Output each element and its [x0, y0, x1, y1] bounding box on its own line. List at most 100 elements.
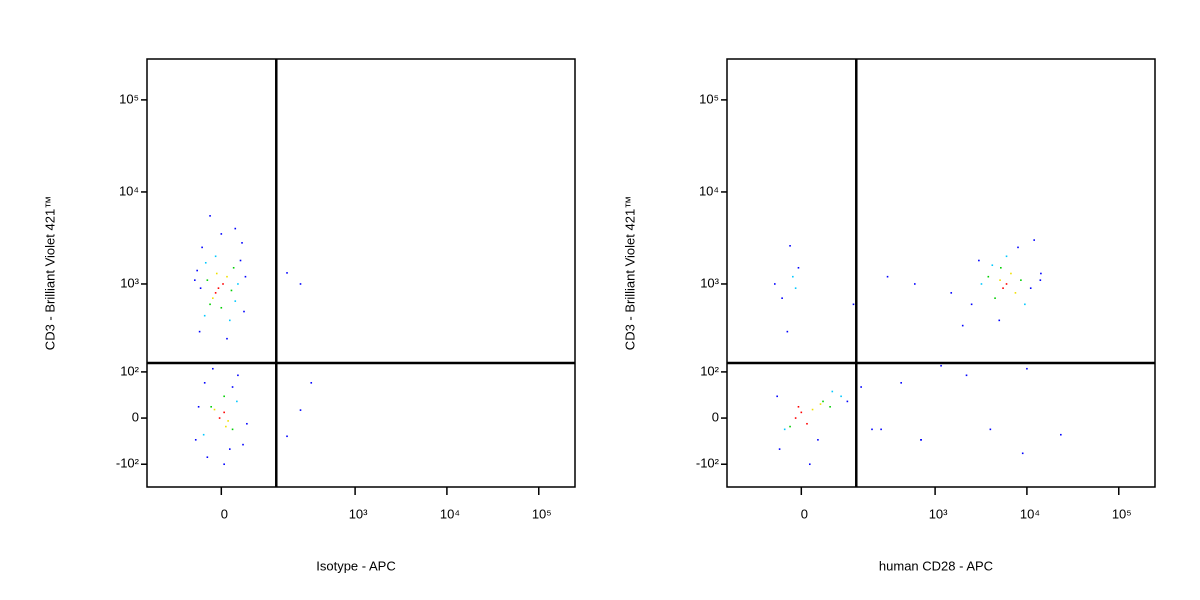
event-dot	[204, 261, 207, 264]
event-dot	[978, 259, 980, 262]
event-dot	[1002, 287, 1004, 289]
event-dot	[776, 395, 778, 398]
event-dot	[1000, 266, 1002, 269]
event-dot	[1005, 255, 1008, 258]
event-dot	[206, 279, 209, 281]
event-dot	[1040, 272, 1042, 275]
event-dot	[228, 319, 231, 322]
event-dot	[237, 283, 239, 285]
x-axis-label: human CD28 - APC	[879, 558, 993, 573]
y-axis-label: CD3 - Brilliant Violet 421™	[42, 196, 57, 350]
event-dot	[980, 283, 983, 285]
event-dot	[987, 275, 990, 278]
event-dot	[203, 382, 206, 384]
event-dot	[1060, 433, 1062, 436]
event-dot	[950, 292, 953, 294]
event-dot	[860, 386, 862, 388]
x-tick-label: 10⁵	[1112, 506, 1132, 521]
event-dot	[840, 395, 842, 398]
event-dot	[310, 382, 313, 384]
event-dot	[232, 266, 235, 269]
event-dot	[989, 428, 992, 431]
event-dot	[871, 428, 873, 431]
event-dot	[299, 409, 302, 411]
event-dot	[223, 411, 225, 414]
event-dot	[991, 264, 994, 267]
event-dot	[880, 428, 882, 431]
event-dot	[786, 330, 789, 333]
event-dot	[797, 405, 800, 408]
event-dot	[789, 425, 791, 428]
event-dot	[230, 289, 233, 292]
event-dot	[900, 382, 902, 384]
event-dot	[829, 405, 831, 408]
event-dot	[774, 283, 776, 285]
event-dot	[1033, 239, 1035, 241]
event-dot	[920, 439, 922, 441]
event-dot	[226, 337, 228, 340]
event-dot	[194, 279, 196, 281]
event-dot	[1024, 303, 1026, 306]
event-dot	[212, 367, 214, 370]
event-dot	[199, 287, 202, 289]
y-tick-label: 10²	[700, 363, 719, 378]
event-dot	[218, 417, 221, 419]
event-dot	[822, 400, 824, 403]
event-dot	[214, 292, 217, 294]
y-axis-label: CD3 - Brilliant Violet 421™	[622, 196, 637, 350]
event-dot	[212, 297, 214, 299]
plot: 0 10³ 10⁴ 10⁵ -10² 0 10² 10³ 10⁴ 10⁵ human CD28 - …	[622, 58, 1156, 573]
event-dot	[242, 443, 244, 446]
event-dot	[220, 306, 223, 309]
event-dot	[846, 400, 849, 403]
x-tick-label: 10³	[929, 506, 948, 521]
y-tick-label: 10³	[120, 275, 139, 290]
event-dot	[965, 374, 968, 377]
event-dot	[806, 422, 808, 425]
x-tick-label: 0	[221, 506, 228, 521]
event-dot	[225, 425, 227, 428]
event-dot	[206, 456, 209, 459]
y-tick-label: 10⁴	[119, 183, 139, 198]
event-dot	[808, 463, 811, 466]
event-dot	[299, 283, 302, 285]
event-dot	[228, 448, 231, 450]
event-dot	[783, 428, 786, 431]
event-dot	[811, 408, 814, 411]
event-dot	[1017, 246, 1019, 249]
event-dot	[226, 275, 228, 278]
y-tick-label: 10⁴	[699, 183, 719, 198]
event-dot	[227, 420, 229, 422]
event-dot	[789, 245, 791, 247]
event-dot	[236, 400, 238, 403]
y-tick-label: 10⁵	[119, 91, 139, 106]
event-dot	[886, 275, 889, 278]
event-dot	[243, 310, 245, 313]
x-tick-label: 10⁴	[1020, 506, 1040, 521]
y-tick-label: 10³	[700, 275, 719, 290]
event-dot	[1039, 279, 1042, 281]
x-axis-label: Isotype - APC	[316, 558, 395, 573]
event-dot	[914, 283, 916, 285]
event-dot	[234, 227, 237, 230]
event-dot	[970, 303, 973, 306]
x-tick-label: 0	[801, 506, 808, 521]
event-dot	[222, 283, 224, 285]
event-dot	[940, 364, 942, 367]
event-dot	[246, 422, 248, 425]
event-dot	[196, 269, 198, 272]
event-dot	[998, 319, 1001, 322]
event-dot	[781, 297, 783, 299]
event-dot	[203, 314, 206, 317]
event-dot	[778, 448, 781, 450]
event-dot	[800, 411, 803, 414]
event-dot	[1014, 292, 1017, 294]
y-tick-label: -10²	[116, 456, 140, 471]
event-dot	[286, 435, 288, 438]
plot-frame	[726, 58, 1156, 488]
event-dot	[213, 408, 216, 411]
event-dot	[215, 272, 218, 275]
event-dot	[201, 246, 203, 249]
event-dot	[209, 215, 211, 217]
